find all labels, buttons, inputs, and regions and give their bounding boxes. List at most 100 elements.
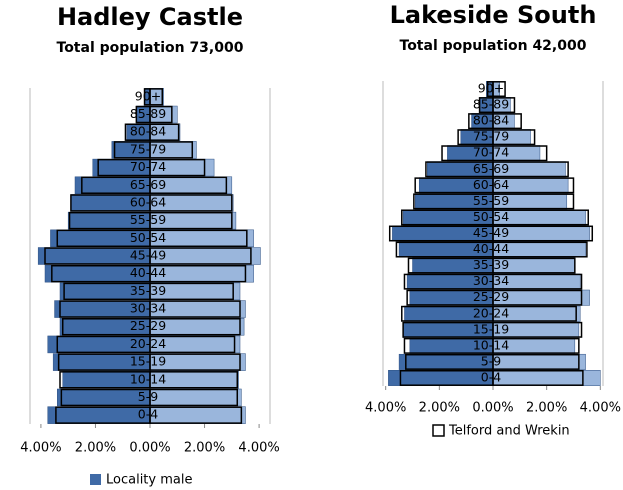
- bar: [492, 225, 594, 242]
- bar: [492, 273, 583, 290]
- bar: [149, 105, 173, 124]
- category-label: 25-29: [130, 318, 166, 333]
- bar: [149, 123, 180, 141]
- category-label: 65-69: [473, 161, 509, 176]
- bar: [149, 406, 243, 424]
- category-label: 80-84: [473, 113, 509, 128]
- chart-subtitle: Total population 42,000: [400, 38, 587, 54]
- legend-label: Telford and Wrekin: [448, 424, 570, 439]
- category-label: 75-79: [130, 141, 166, 156]
- x-tick-label: 4.00%: [238, 441, 279, 456]
- bar: [492, 161, 569, 178]
- bar: [47, 406, 151, 424]
- bar: [149, 353, 241, 371]
- chart-title: Hadley Castle: [57, 3, 243, 31]
- bar: [492, 209, 589, 226]
- category-label: 55-59: [130, 212, 166, 227]
- chart-title: Lakeside South: [390, 1, 597, 29]
- bar: [492, 81, 506, 98]
- bar: [149, 88, 164, 106]
- category-label: 90+: [478, 81, 504, 96]
- bar: [398, 353, 494, 370]
- bar: [149, 194, 233, 212]
- category-label: 60-64: [130, 194, 166, 209]
- bar: [149, 158, 206, 177]
- x-tick-label: 2.00%: [526, 401, 567, 416]
- category-label: 30-34: [130, 301, 166, 316]
- bar: [149, 247, 252, 265]
- bar: [492, 337, 580, 354]
- bar: [492, 353, 580, 370]
- category-label: 0-4: [138, 407, 158, 422]
- x-tick-label: 2.00%: [75, 441, 116, 456]
- legend-swatch: [432, 424, 445, 437]
- x-tick-label: 2.00%: [419, 401, 460, 416]
- bar: [492, 241, 588, 258]
- category-label: 0-4: [481, 369, 501, 384]
- bar: [492, 305, 577, 322]
- category-label: 15-19: [473, 321, 509, 336]
- category-label: 80-84: [130, 124, 166, 139]
- category-label: 45-49: [473, 225, 509, 240]
- bar: [492, 177, 575, 194]
- category-label: 40-44: [130, 265, 166, 280]
- bar: [149, 388, 239, 407]
- x-tick-label: 2.00%: [184, 441, 225, 456]
- category-label: 85-89: [473, 97, 509, 112]
- bar: [149, 282, 234, 301]
- bar: [149, 388, 242, 407]
- bar: [149, 229, 248, 248]
- bar: [149, 371, 239, 389]
- bar: [388, 370, 494, 386]
- bar: [149, 318, 241, 336]
- category-label: 90+: [135, 88, 161, 103]
- bar: [149, 264, 247, 283]
- bar: [149, 406, 246, 424]
- bar: [149, 141, 194, 159]
- bar: [492, 370, 601, 386]
- bar: [492, 257, 576, 274]
- category-label: 70-74: [130, 159, 166, 174]
- category-label: 50-54: [473, 209, 509, 224]
- bar: [492, 113, 522, 130]
- bar: [492, 145, 548, 162]
- category-label: 40-44: [473, 241, 509, 256]
- category-label: 55-59: [473, 193, 509, 208]
- bar: [149, 211, 233, 230]
- bar: [492, 353, 586, 370]
- bar: [492, 193, 575, 210]
- category-label: 35-39: [473, 257, 509, 272]
- legend-label: Locality male: [106, 473, 192, 488]
- chart-subtitle: Total population 73,000: [57, 40, 244, 56]
- bar: [149, 300, 241, 318]
- category-label: 50-54: [130, 230, 166, 245]
- category-label: 60-64: [473, 177, 509, 192]
- category-label: 65-69: [130, 177, 166, 192]
- x-tick-label: 4.00%: [580, 401, 621, 416]
- category-label: 70-74: [473, 145, 509, 160]
- category-label: 5-9: [138, 389, 158, 404]
- category-label: 20-24: [473, 305, 509, 320]
- category-label: 10-14: [130, 371, 166, 386]
- category-label: 25-29: [473, 289, 509, 304]
- category-label: 15-19: [130, 354, 166, 369]
- x-tick-label: 0.00%: [129, 441, 170, 456]
- category-label: 85-89: [130, 106, 166, 121]
- bar: [492, 129, 536, 146]
- bar: [492, 370, 584, 386]
- x-tick-label: 0.00%: [472, 401, 513, 416]
- x-tick-label: 4.00%: [20, 441, 61, 456]
- category-label: 30-34: [473, 273, 509, 288]
- bar: [57, 388, 151, 407]
- bar: [149, 247, 261, 265]
- bar: [492, 97, 516, 114]
- category-label: 10-14: [473, 337, 509, 352]
- category-label: 45-49: [130, 248, 166, 263]
- category-label: 35-39: [130, 283, 166, 298]
- x-tick-label: 4.00%: [365, 401, 406, 416]
- category-label: 20-24: [130, 336, 166, 351]
- bar: [492, 321, 583, 338]
- bar: [492, 289, 583, 306]
